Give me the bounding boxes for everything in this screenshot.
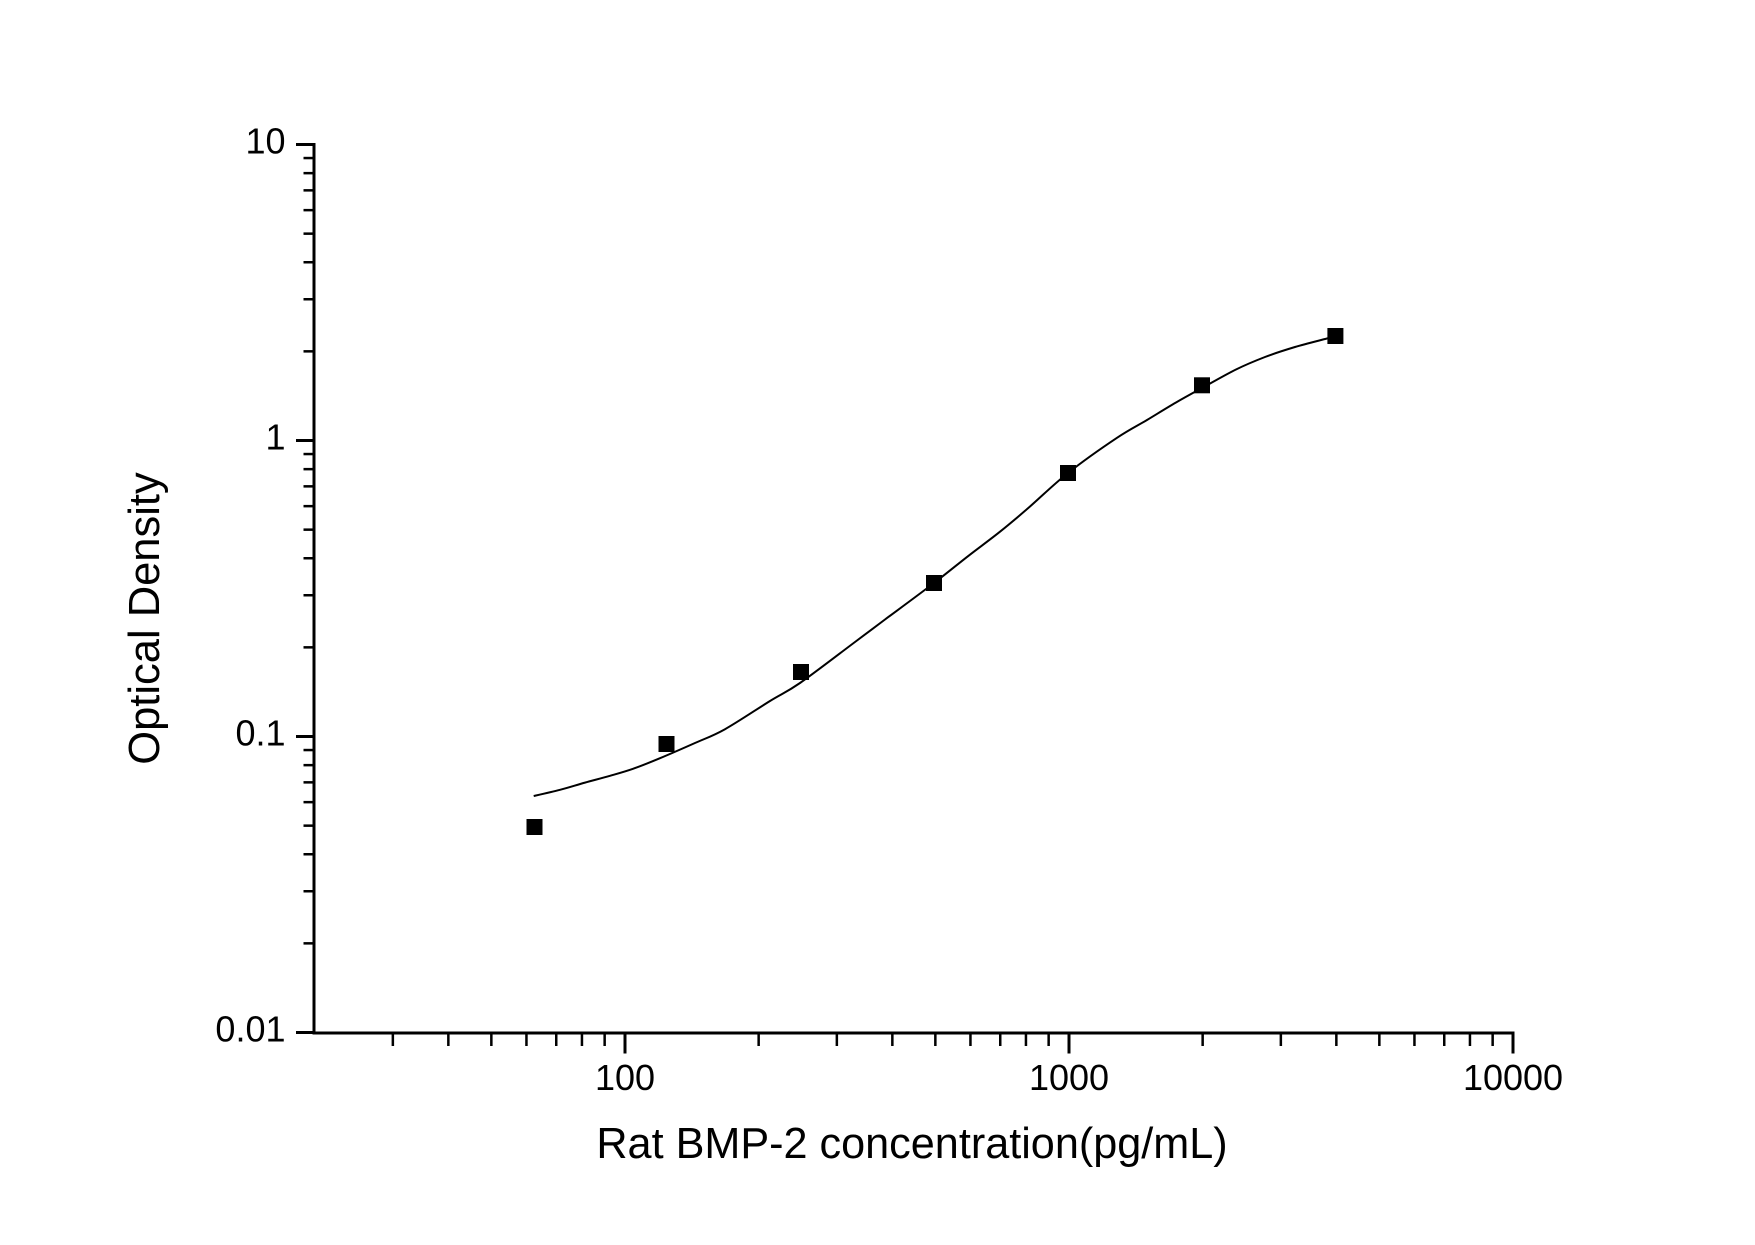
svg-text:1: 1 <box>265 417 285 458</box>
svg-text:0.01: 0.01 <box>215 1009 285 1050</box>
svg-text:100: 100 <box>595 1057 655 1098</box>
svg-text:10000: 10000 <box>1463 1057 1563 1098</box>
svg-text:10: 10 <box>245 121 285 162</box>
svg-text:Optical Density: Optical Density <box>121 472 169 765</box>
svg-text:1000: 1000 <box>1029 1057 1109 1098</box>
svg-text:0.1: 0.1 <box>235 713 285 754</box>
svg-text:Rat BMP-2 concentration(pg/mL): Rat BMP-2 concentration(pg/mL) <box>596 1120 1227 1168</box>
